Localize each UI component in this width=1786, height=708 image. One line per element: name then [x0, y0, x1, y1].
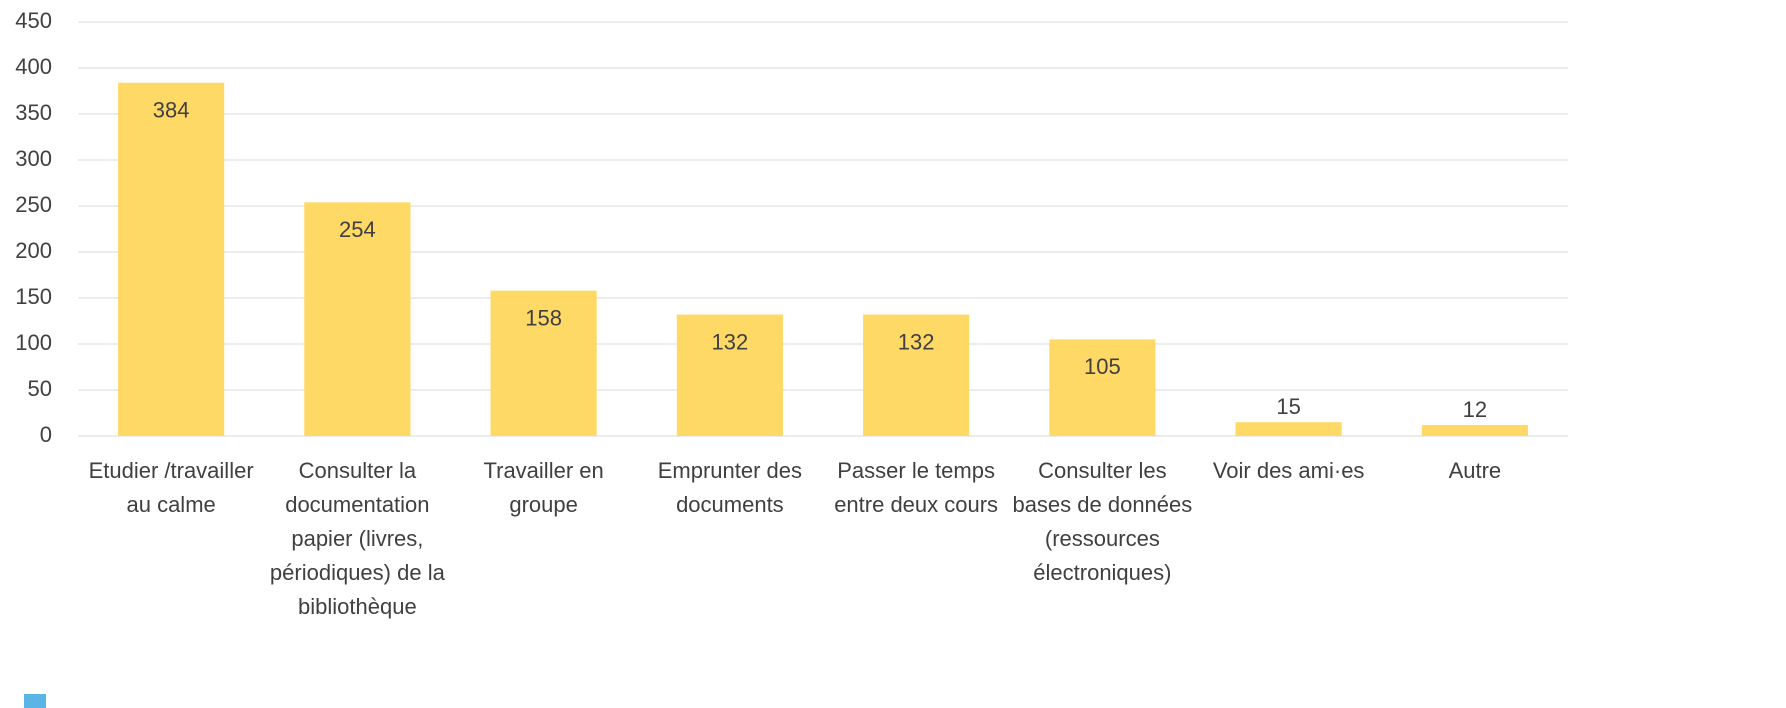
bar — [490, 290, 597, 436]
x-tick-label: Voir des ami·es — [1212, 458, 1365, 483]
data-label: 254 — [339, 217, 376, 242]
data-label: 12 — [1463, 397, 1487, 422]
data-label: 15 — [1276, 394, 1300, 419]
legend-marker — [24, 694, 46, 708]
y-tick-label: 50 — [28, 376, 52, 401]
data-label: 105 — [1084, 354, 1121, 379]
x-tick-label: Passer le temps entre deux cours — [834, 458, 999, 517]
bar — [304, 202, 411, 436]
bar — [676, 314, 783, 436]
x-tick-label: Emprunter des documents — [657, 458, 803, 517]
x-tick-label: Consulter la documentation papier (livre… — [269, 458, 445, 619]
y-tick-label: 200 — [15, 238, 52, 263]
x-tick-label: Travailler en groupe — [483, 458, 604, 517]
y-tick-label: 0 — [40, 422, 52, 447]
bar — [118, 82, 225, 436]
y-tick-label: 300 — [15, 146, 52, 171]
x-tick-label: Autre — [1448, 458, 1502, 483]
bar — [1049, 339, 1156, 436]
y-tick-label: 150 — [15, 284, 52, 309]
y-tick-label: 250 — [15, 192, 52, 217]
bar — [863, 314, 970, 436]
data-label: 384 — [153, 98, 190, 123]
bar — [1235, 422, 1342, 436]
data-label: 158 — [525, 305, 562, 330]
y-tick-label: 350 — [15, 100, 52, 125]
bar — [1421, 424, 1528, 436]
y-tick-label: 100 — [15, 330, 52, 355]
x-tick-label: Etudier /travailler au calme — [88, 458, 254, 517]
data-label: 132 — [898, 329, 935, 354]
x-tick-label: Consulter les bases de données (ressourc… — [1012, 458, 1193, 585]
y-tick-label: 400 — [15, 54, 52, 79]
y-tick-label: 450 — [15, 8, 52, 33]
data-label: 132 — [712, 329, 749, 354]
